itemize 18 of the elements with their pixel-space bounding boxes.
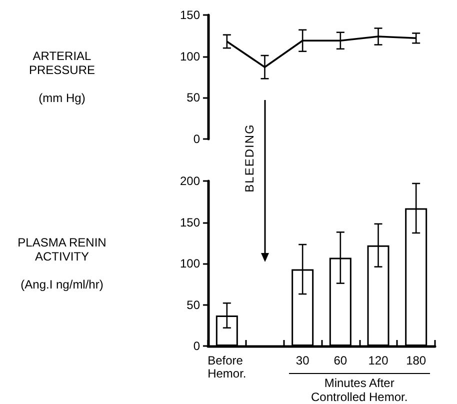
y-tick-label: 100 [180, 49, 200, 64]
x-tick-label: 180 [406, 354, 426, 368]
y-axis-title: PLASMA RENIN ACTIVITY (Ang.I ng/ml/hr) [18, 236, 106, 292]
y-tick-label: 0 [193, 339, 200, 353]
y-tick-label: 50 [186, 90, 200, 105]
x-tick-label: 30 [296, 354, 310, 368]
x-tick-label: Before Hemor. [208, 354, 246, 380]
annotation: BLEEDING [242, 124, 257, 192]
y-tick-label: 100 [180, 256, 200, 270]
y-tick-label: 200 [180, 174, 200, 188]
y-tick-label: 150 [180, 215, 200, 230]
y-tick-label: 150 [180, 8, 200, 22]
y-axis-title: ARTERIAL PRESSURE (mm Hg) [28, 49, 96, 105]
y-tick-label: 0 [193, 132, 200, 146]
x-tick-label: 120 [368, 354, 389, 368]
y-tick-label: 50 [186, 298, 200, 312]
x-axis-title: Minutes After Controlled Hemor. [310, 376, 408, 404]
x-tick-label: 60 [334, 354, 348, 368]
